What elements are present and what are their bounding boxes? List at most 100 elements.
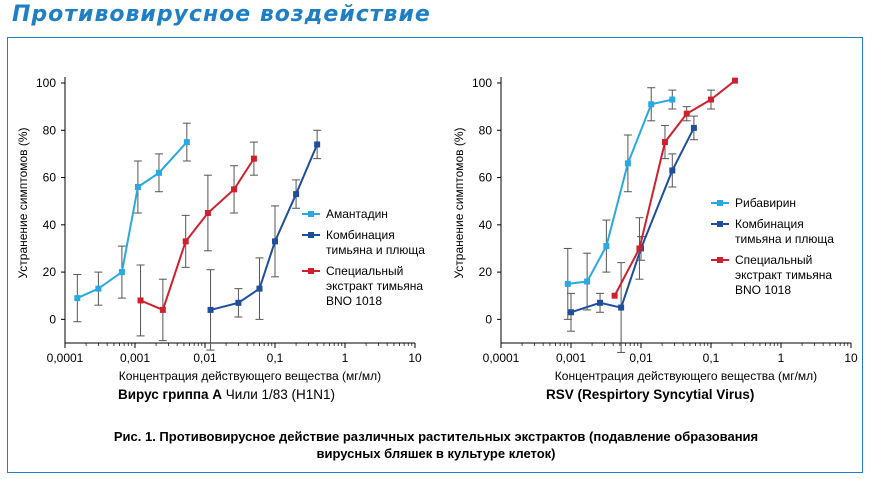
influenza-legend-2-label-line: Специальный [326, 264, 403, 278]
influenza-legend-0-label-line: Амантадин [326, 207, 388, 221]
chart-influenza-svg: 0 20 40 60 80 100 0,0001 0,001 0,01 0,1 1 10 Концент… [16, 76, 425, 383]
rsv-series-0-point [669, 96, 676, 103]
influenza-legend-0-label: Амантадин [326, 207, 388, 221]
influenza-x-axis-label: Концентрация действующего вещества (мг/м… [119, 369, 381, 383]
influenza-legend-2-label-line: экстракт тимьяна [326, 279, 423, 293]
rsv-legend-0-label: Рибавирин [735, 196, 796, 210]
rsv-series-2-point [731, 77, 738, 84]
caption-line-2: вирусных бляшек в культуре клеток) [316, 446, 556, 461]
chart-rsv-svg: 0 20 40 60 80 100 0,0001 0,001 0,01 0,1 1 10 Концент… [452, 76, 858, 383]
influenza-series-2-point [182, 238, 189, 245]
influenza-x-tick-label: 0,01 [193, 351, 217, 365]
influenza-series-1-point [314, 141, 321, 148]
influenza-legend-1-marker [308, 232, 314, 238]
influenza-series-0-line [76, 141, 188, 300]
rsv-y-tick-label: 0 [485, 312, 492, 326]
influenza-series-2-point [204, 210, 211, 216]
rsv-legend-2-label: Специальный экстракт тимьяна BNO 1018 [735, 253, 832, 297]
influenza-series-0-point [134, 184, 141, 190]
caption-line-1: Рис. 1. Противовирусное действие различн… [113, 429, 759, 444]
influenza-series-2-point [137, 297, 144, 304]
influenza-y-tick-label: 40 [43, 218, 57, 232]
influenza-series-0-point [155, 169, 162, 176]
rsv-series-0-point [564, 280, 571, 287]
rsv-series-1-point [669, 167, 676, 174]
rsv-series-2-point [708, 96, 714, 103]
influenza-legend-1-label: Комбинация тимьяна и плюща [326, 228, 425, 257]
influenza-series-1-point [293, 191, 300, 198]
rsv-y-tick-label: 80 [479, 123, 493, 137]
rsv-x-tick-label: 0,001 [556, 351, 586, 365]
rsv-legend-1-label-line: Комбинация [735, 217, 804, 231]
influenza-x-tick-label: 10 [408, 351, 422, 365]
rsv-legend-2-label-line: экстракт тимьяна [735, 268, 832, 282]
rsv-x-tick-label: 0,0001 [483, 351, 520, 365]
influenza-series-1-point [235, 299, 242, 306]
influenza-series-2-line [140, 158, 255, 312]
rsv-y-tick-label: 60 [479, 171, 493, 185]
rsv-legend-0-label-line: Рибавирин [735, 196, 796, 210]
influenza-series-0-point [118, 269, 125, 276]
influenza-y-axis-label: Устранение симптомов (%) [16, 127, 30, 278]
rsv-legend-2-marker [717, 257, 723, 263]
chart-influenza: 0 20 40 60 80 100 0,0001 0,001 0,01 0,1 1 10 Концент… [0, 37, 430, 417]
influenza-x-tick-label: 0,1 [267, 351, 284, 365]
influenza-series-1-line [210, 144, 319, 311]
influenza-legend-2-label-line: BNO 1018 [326, 294, 382, 308]
influenza-y-tick-label: 0 [49, 312, 56, 326]
page-title: Противовирусное воздействие [12, 2, 431, 27]
chart-influenza-title-rest: Чили 1/83 (H1N1) [222, 387, 336, 402]
rsv-x-axis-label: Концентрация действующего вещества (мг/м… [555, 369, 817, 383]
influenza-legend-2-label: Специальный экстракт тимьяна BNO 1018 [326, 264, 423, 308]
rsv-series-1-point [568, 309, 574, 316]
influenza-y-tick-label: 60 [43, 171, 57, 185]
figure-caption: Рис. 1. Противовирусное действие различн… [40, 428, 832, 462]
rsv-legend-2-label-line: BNO 1018 [735, 283, 791, 297]
chart-rsv-title-bold: RSV (Respirtory Syncytial Virus) [546, 387, 755, 402]
rsv-y-tick-label: 100 [472, 76, 492, 90]
influenza-legend-1-label-line: Комбинация [326, 228, 395, 242]
rsv-series-2-point [611, 292, 618, 299]
influenza-legend-0-marker [308, 211, 314, 217]
influenza-series-2-point [231, 186, 238, 193]
influenza-series-1-point [272, 238, 278, 245]
rsv-x-tick-label: 0,01 [629, 351, 653, 365]
rsv-legend-1-label-line: тимьяна и плюща [735, 232, 834, 246]
influenza-legend-1-label-line: тимьяна и плюща [326, 243, 425, 257]
rsv-series-0-point [603, 243, 610, 250]
figure-frame [7, 37, 863, 473]
rsv-x-tick-label: 10 [844, 351, 858, 365]
influenza-series-0-point [74, 295, 81, 302]
influenza-series-1-point [256, 285, 263, 292]
rsv-series-2-point [661, 139, 668, 146]
rsv-legend-1-marker [717, 221, 723, 227]
rsv-x-tick-label: 1 [778, 351, 785, 365]
influenza-series-0-point [95, 285, 102, 292]
rsv-y-tick-label: 40 [479, 218, 493, 232]
rsv-series-2-point [683, 110, 690, 117]
rsv-y-axis-label: Устранение симптомов (%) [452, 127, 466, 278]
rsv-series-1-point [618, 304, 625, 311]
influenza-y-tick-label: 20 [43, 265, 57, 279]
influenza-series-2-point [250, 155, 257, 162]
influenza-x-tick-label: 1 [342, 351, 349, 365]
influenza-series-2-point [159, 306, 166, 313]
influenza-x-tick-label: 0,0001 [47, 351, 84, 365]
rsv-series-0-line [567, 98, 673, 285]
influenza-x-tick-label: 0,001 [120, 351, 150, 365]
rsv-series-0-point [648, 101, 655, 108]
rsv-y-tick-label: 20 [479, 265, 493, 279]
rsv-series-2-point [636, 245, 643, 252]
rsv-x-tick-label: 0,1 [703, 351, 720, 365]
rsv-series-2-line [613, 79, 736, 297]
chart-rsv: 0 20 40 60 80 100 0,0001 0,001 0,01 0,1 1 10 Концент… [436, 37, 866, 417]
rsv-series-0-point [624, 160, 631, 167]
chart-influenza-title-bold: Вирус гриппа А [118, 387, 223, 402]
influenza-series-0-point [183, 139, 190, 146]
influenza-series-1-point [207, 306, 214, 313]
rsv-series-1-line [570, 127, 695, 314]
influenza-y-tick-label: 80 [43, 123, 57, 137]
rsv-series-1-point [690, 124, 697, 131]
influenza-legend-2-marker [308, 268, 314, 274]
chart-rsv-title: RSV (Respirtory Syncytial Virus) [546, 387, 754, 402]
